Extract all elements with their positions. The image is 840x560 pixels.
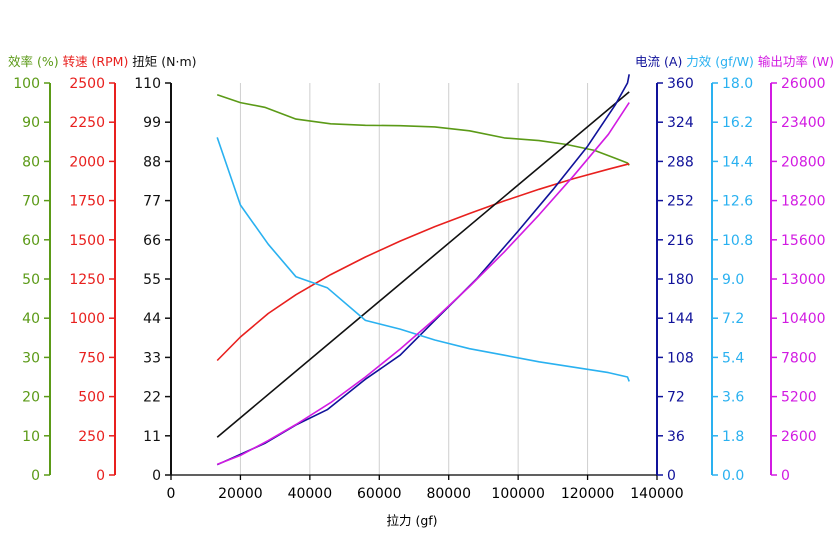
- force_eff-axis-title: 力效 (gf/W): [682, 54, 754, 69]
- torque-tick-label: 55: [143, 272, 161, 288]
- rpm-tick-label: 1000: [69, 311, 105, 327]
- current-series-line: [216, 74, 630, 466]
- eff-tick-label: 100: [13, 76, 40, 92]
- eff-series-line: [216, 94, 630, 166]
- rpm-tick-label: 250: [78, 429, 105, 445]
- torque-tick-label: 88: [143, 154, 161, 170]
- power-series-line: [216, 102, 630, 466]
- x-tick-label: 140000: [630, 486, 683, 502]
- rpm-tick-label: 2250: [69, 115, 105, 131]
- chart-series-group: [216, 74, 630, 466]
- force_eff-tick-label: 18.0: [722, 76, 753, 92]
- rpm-axis-title: 转速 (RPM): [59, 54, 129, 69]
- eff-tick-label: 20: [22, 390, 40, 406]
- torque-tick-label: 33: [143, 350, 161, 366]
- eff-tick-label: 10: [22, 429, 40, 445]
- right-axis-titles: 电流 (A) 力效 (gf/W) 输出功率 (W): [635, 54, 834, 69]
- force_eff-tick-label: 1.8: [722, 429, 744, 445]
- eff-tick-label: 80: [22, 154, 40, 170]
- power-tick-label: 15600: [781, 233, 826, 249]
- x-tick-label: 100000: [491, 486, 544, 502]
- current-tick-label: 360: [667, 76, 694, 92]
- rpm-tick-label: 1500: [69, 233, 105, 249]
- force_eff-tick-label: 16.2: [722, 115, 753, 131]
- rpm-series-line: [216, 163, 630, 362]
- current-tick-label: 252: [667, 194, 694, 210]
- power-tick-label: 2600: [781, 429, 817, 445]
- power-tick-label: 10400: [781, 311, 826, 327]
- force_eff-tick-label: 10.8: [722, 233, 753, 249]
- current-tick-label: 108: [667, 350, 694, 366]
- x-tick-label: 80000: [426, 486, 471, 502]
- force_eff-tick-label: 0.0: [722, 468, 744, 484]
- current-tick-label: 180: [667, 272, 694, 288]
- current-tick-label: 72: [667, 390, 685, 406]
- eff-tick-label: 0: [31, 468, 40, 484]
- power-tick-label: 20800: [781, 154, 826, 170]
- eff-tick-label: 60: [22, 233, 40, 249]
- x-axis-title: 拉力 (gf): [386, 513, 437, 528]
- rpm-tick-label: 1250: [69, 272, 105, 288]
- current-tick-label: 144: [667, 311, 694, 327]
- torque-series-line: [216, 91, 630, 438]
- x-tick-label: 60000: [357, 486, 402, 502]
- torque-tick-label: 44: [143, 311, 161, 327]
- torque-tick-label: 11: [143, 429, 161, 445]
- force_eff-tick-label: 9.0: [722, 272, 744, 288]
- power-tick-label: 18200: [781, 194, 826, 210]
- power-tick-label: 5200: [781, 390, 817, 406]
- power-tick-label: 23400: [781, 115, 826, 131]
- force_eff-series-line: [216, 137, 630, 382]
- torque-tick-label: 110: [134, 76, 161, 92]
- current-tick-label: 36: [667, 429, 685, 445]
- current-tick-label: 0: [667, 468, 676, 484]
- eff-tick-label: 40: [22, 311, 40, 327]
- x-tick-label: 0: [167, 486, 176, 502]
- x-tick-label: 120000: [561, 486, 614, 502]
- rpm-tick-label: 2500: [69, 76, 105, 92]
- rpm-tick-label: 500: [78, 390, 105, 406]
- chart-axes-group: 0 20000 40000 60000 80000 100000 120000 140000拉…: [8, 54, 834, 528]
- torque-tick-label: 0: [152, 468, 161, 484]
- torque-tick-label: 99: [143, 115, 161, 131]
- rpm-tick-label: 2000: [69, 154, 105, 170]
- rpm-tick-label: 0: [96, 468, 105, 484]
- current-tick-label: 324: [667, 115, 694, 131]
- power-tick-label: 13000: [781, 272, 826, 288]
- force_eff-tick-label: 7.2: [722, 311, 744, 327]
- eff-tick-label: 90: [22, 115, 40, 131]
- x-tick-label: 20000: [218, 486, 263, 502]
- power-tick-label: 7800: [781, 350, 817, 366]
- torque-axis-title: 扭矩 (N·m): [128, 54, 196, 69]
- eff-tick-label: 30: [22, 350, 40, 366]
- power-tick-label: 26000: [781, 76, 826, 92]
- force_eff-tick-label: 3.6: [722, 390, 744, 406]
- rpm-tick-label: 750: [78, 350, 105, 366]
- power-axis-title: 输出功率 (W): [754, 54, 834, 69]
- force_eff-tick-label: 12.6: [722, 194, 753, 210]
- eff-tick-label: 70: [22, 194, 40, 210]
- rpm-tick-label: 1750: [69, 194, 105, 210]
- current-tick-label: 216: [667, 233, 694, 249]
- current-tick-label: 288: [667, 154, 694, 170]
- torque-tick-label: 77: [143, 194, 161, 210]
- x-tick-label: 40000: [288, 486, 333, 502]
- force_eff-tick-label: 14.4: [722, 154, 753, 170]
- current-axis-title: 电流 (A): [635, 54, 682, 69]
- force_eff-tick-label: 5.4: [722, 350, 744, 366]
- left-axis-titles: 效率 (%) 转速 (RPM) 扭矩 (N·m): [8, 54, 197, 69]
- eff-axis-title: 效率 (%): [8, 54, 59, 69]
- eff-tick-label: 50: [22, 272, 40, 288]
- power-tick-label: 0: [781, 468, 790, 484]
- torque-tick-label: 22: [143, 390, 161, 406]
- torque-tick-label: 66: [143, 233, 161, 249]
